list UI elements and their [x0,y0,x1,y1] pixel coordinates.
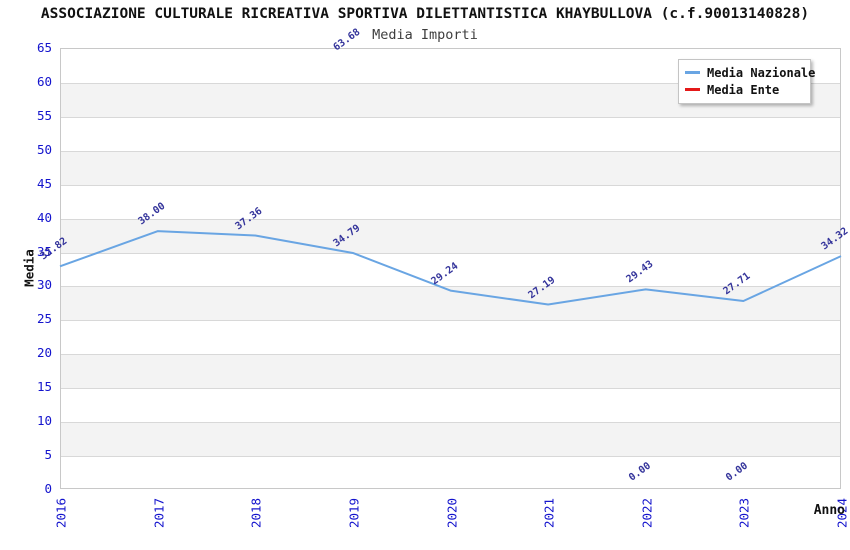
y-tick-label: 30 [36,277,52,293]
legend-label: Media Ente [707,82,780,97]
legend-item-media-nazionale: Media Nazionale [685,64,815,81]
gridline [61,354,840,356]
plot-band [61,150,840,185]
y-tick-label: 25 [36,311,52,327]
gridline [61,218,840,220]
y-tick-label: 0 [44,481,52,496]
y-tick-label: 20 [36,345,52,361]
y-tick-label: 65 [36,40,52,55]
y-tick-label: 15 [36,379,52,395]
y-tick-label: 40 [36,209,52,225]
y-tick-label: 50 [36,141,52,157]
gridline [61,150,840,152]
x-tick-label: 2017 [151,497,167,529]
legend-key-line-blue [685,71,700,74]
x-axis-title: Anno [813,503,845,518]
x-tick-label: 2016 [53,497,69,529]
gridline [61,422,840,424]
x-tick-label: 2022 [639,497,655,529]
x-tick-label: 2018 [248,497,264,529]
legend-item-media-ente: Media Ente [685,81,804,98]
legend: Media Nazionale Media Ente [678,59,815,104]
x-tick-label: 2019 [346,497,362,529]
gridline [61,82,840,84]
y-tick-label: 55 [36,107,52,123]
y-tick-label: 60 [36,73,52,89]
plot-band [61,218,840,253]
gridline [61,388,840,390]
y-tick-label: 5 [44,447,52,463]
chart-subtitle: Media Importi [372,27,478,43]
y-axis-title: Media [21,249,37,287]
gridline [61,252,840,254]
legend-key-line-red [685,88,700,91]
x-tick-label: 2021 [541,497,557,529]
gridline [61,320,840,322]
plot-band [61,422,840,457]
gridline [61,116,840,118]
y-tick-label: 35 [36,243,52,259]
y-tick-label: 45 [36,175,52,191]
x-tick-label: 2020 [444,497,459,529]
chart-title: ASSOCIAZIONE CULTURALE RICREATIVA SPORTI… [40,6,810,22]
x-tick-label: 2023 [736,497,752,529]
gridline [61,456,840,458]
legend-label: Media Nazionale [707,65,816,80]
gridline [61,184,840,186]
y-tick-label: 10 [36,413,52,429]
plot-band [61,354,840,389]
